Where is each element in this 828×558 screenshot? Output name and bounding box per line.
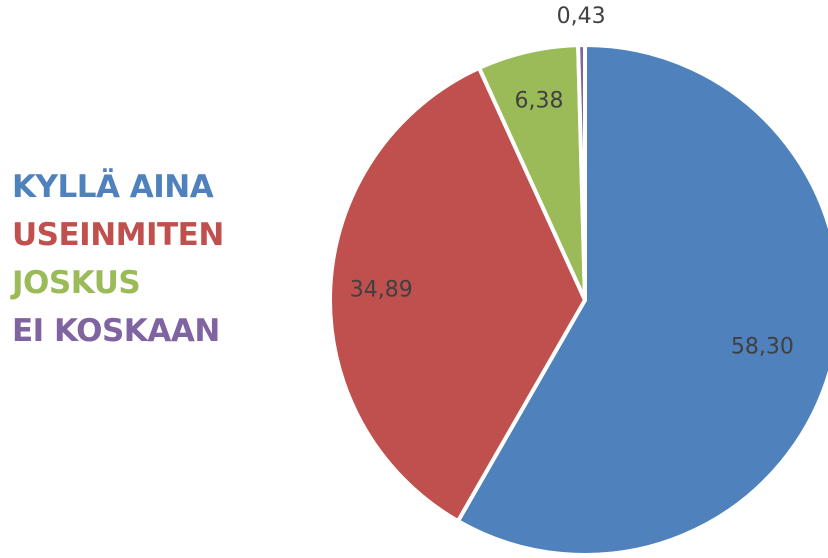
pie-slice-useinmiten	[328, 65, 587, 524]
legend: KYLLÄ AINA USEINMITEN JOSKUS EI KOSKAAN	[12, 163, 224, 355]
data-label-ei-koskaan: 0,43	[557, 4, 606, 29]
data-label-kylla-aina: 58,30	[731, 334, 794, 359]
legend-item-useinmiten: USEINMITEN	[12, 217, 224, 253]
legend-item-ei-koskaan: EI KOSKAAN	[12, 313, 220, 349]
pie-slice-ei-koskaan	[576, 43, 587, 302]
legend-item-kylla-aina: KYLLÄ AINA	[12, 169, 214, 205]
data-label-joskus: 6,38	[515, 88, 564, 113]
pie-slice-kylla-aina	[455, 43, 828, 557]
data-label-useinmiten: 34,89	[350, 277, 413, 302]
legend-item-joskus: JOSKUS	[12, 265, 141, 301]
